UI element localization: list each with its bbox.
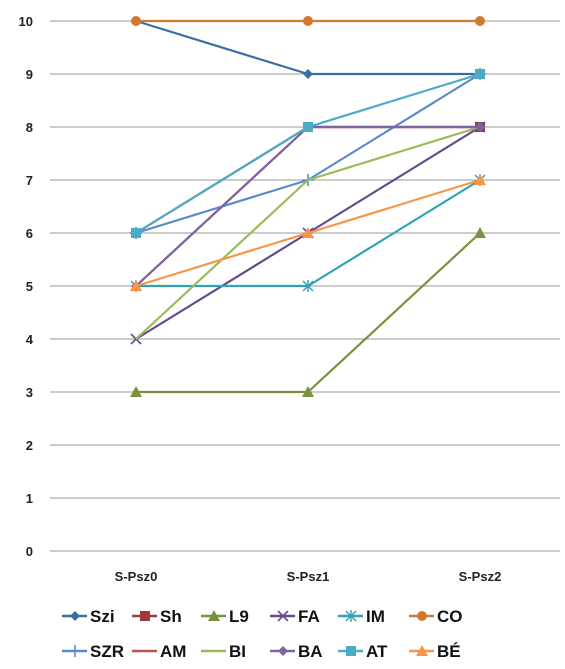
series-line (135, 125, 480, 287)
series-BA (131, 122, 485, 291)
series-line (135, 73, 481, 235)
series-line (135, 125, 480, 287)
y-tick-label: 3 (26, 385, 33, 400)
data-point (131, 16, 141, 26)
data-point (475, 122, 485, 132)
y-tick-label: 4 (26, 332, 34, 347)
data-point (345, 610, 357, 622)
y-tick-label: 5 (26, 279, 33, 294)
data-point (208, 610, 220, 621)
data-point (417, 611, 427, 621)
data-point (278, 646, 288, 656)
data-point (474, 174, 486, 185)
data-point (346, 646, 356, 656)
data-point (303, 16, 313, 26)
data-point (475, 69, 485, 79)
series-line (135, 125, 481, 340)
data-point (302, 227, 314, 238)
legend-label: CO (437, 607, 463, 626)
data-point (303, 69, 313, 79)
series-line (135, 72, 481, 234)
data-point (140, 611, 150, 621)
legend-label: AT (366, 642, 388, 661)
data-point (130, 386, 142, 397)
data-point (302, 280, 314, 292)
legend-label: FA (298, 607, 320, 626)
x-tick-label: S-Psz1 (287, 569, 330, 584)
data-point (130, 280, 142, 291)
series-AM (135, 125, 480, 287)
y-tick-label: 6 (26, 226, 33, 241)
legend-label: BA (298, 642, 323, 661)
series-AT (131, 69, 485, 238)
series-lines (130, 16, 486, 397)
series-SZR (130, 68, 486, 239)
data-point (302, 386, 314, 397)
legend: Szi Sh L9 FA IM CO SZR AM BI BA AT BÉ (62, 607, 463, 661)
legend-item: BI (201, 642, 246, 661)
series-line (136, 232, 481, 394)
legend-item: CO (409, 607, 463, 626)
series-L9 (130, 227, 486, 397)
legend-label: IM (366, 607, 385, 626)
series-CO (131, 16, 485, 26)
legend-label: AM (160, 642, 186, 661)
series-BI (135, 125, 481, 340)
series-BÉ (130, 174, 486, 291)
legend-item: Szi (62, 607, 115, 626)
data-point (277, 610, 289, 622)
legend-label: Sh (160, 607, 182, 626)
legend-label: Szi (90, 607, 115, 626)
legend-label: SZR (90, 642, 124, 661)
x-axis: S-Psz0 S-Psz1 S-Psz2 (115, 569, 502, 584)
series-line (135, 19, 480, 76)
y-tick-label: 10 (19, 14, 33, 29)
y-tick-label: 9 (26, 67, 33, 82)
x-tick-label: S-Psz0 (115, 569, 158, 584)
y-axis: 0 1 2 3 4 5 6 7 8 9 10 (19, 14, 34, 559)
y-tick-label: 1 (26, 491, 33, 506)
legend-item: AM (132, 642, 186, 661)
data-point (69, 645, 81, 657)
legend-item: IM (338, 607, 385, 626)
data-point (416, 645, 428, 656)
legend-item: BA (270, 642, 323, 661)
legend-item: L9 (201, 607, 249, 626)
y-tick-label: 8 (26, 120, 33, 135)
legend-item: Sh (132, 607, 182, 626)
y-tick-label: 7 (26, 173, 33, 188)
x-tick-label: S-Psz2 (459, 569, 502, 584)
legend-item: FA (270, 607, 320, 626)
y-tick-label: 0 (26, 544, 33, 559)
data-point (303, 122, 313, 132)
y-tick-label: 2 (26, 438, 33, 453)
legend-item: SZR (62, 642, 124, 661)
data-point (475, 16, 485, 26)
data-point (70, 611, 80, 621)
legend-label: BÉ (437, 642, 461, 661)
data-point (131, 228, 141, 238)
legend-item: BÉ (409, 642, 461, 661)
legend-label: BI (229, 642, 246, 661)
data-point (474, 227, 486, 238)
legend-label: L9 (229, 607, 249, 626)
legend-item: AT (338, 642, 388, 661)
